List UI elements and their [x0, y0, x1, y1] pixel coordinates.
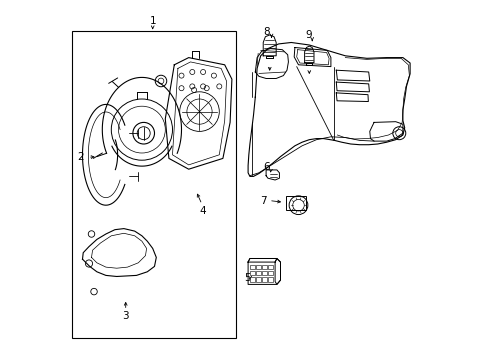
- Bar: [268, 277, 272, 282]
- Bar: [256, 265, 260, 269]
- Text: 2: 2: [77, 152, 84, 162]
- Text: 6: 6: [262, 162, 269, 172]
- Bar: [285, 196, 305, 210]
- Text: 4: 4: [200, 206, 206, 216]
- Bar: [262, 265, 266, 269]
- Text: 7: 7: [260, 195, 266, 206]
- Bar: [262, 277, 266, 282]
- Text: 9: 9: [305, 30, 311, 40]
- Text: 1: 1: [149, 16, 156, 26]
- Bar: [249, 277, 254, 282]
- Bar: [72, 31, 235, 338]
- Text: 3: 3: [122, 311, 129, 321]
- Text: 8: 8: [263, 27, 269, 37]
- Bar: [268, 265, 272, 269]
- Bar: [249, 265, 254, 269]
- Bar: [268, 271, 272, 275]
- Text: 5: 5: [244, 273, 250, 283]
- Bar: [249, 271, 254, 275]
- Bar: [262, 271, 266, 275]
- Bar: [256, 277, 260, 282]
- Bar: [256, 271, 260, 275]
